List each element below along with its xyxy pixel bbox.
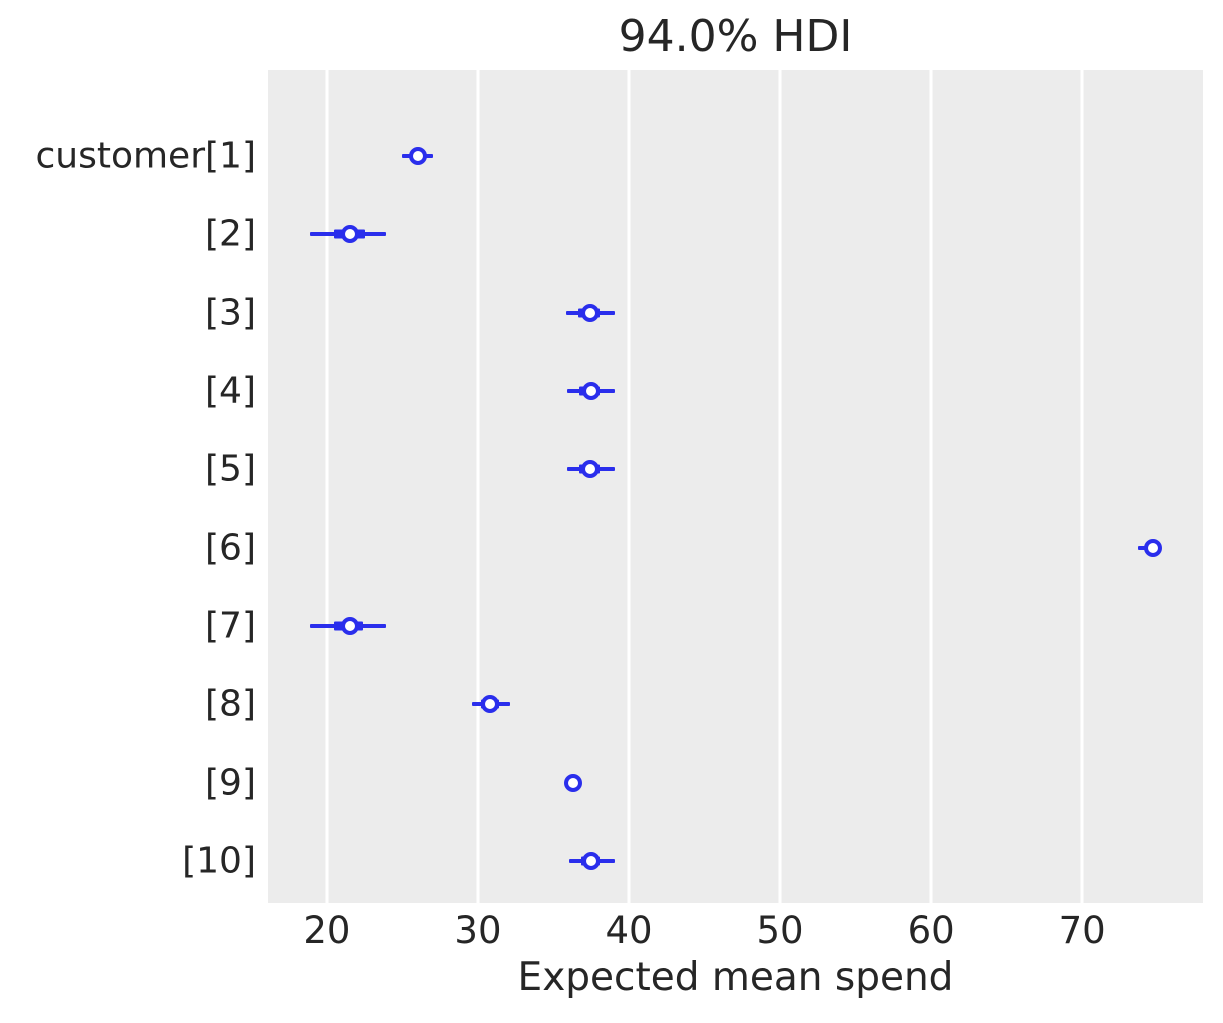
y-tick-label-8: [8] xyxy=(205,683,256,725)
median-point-marker-4 xyxy=(582,381,601,400)
median-point-marker-10 xyxy=(582,851,601,870)
chart-title: 94.0% HDI xyxy=(618,11,853,62)
x-axis-tick-labels: 20 30 40 50 60 70 xyxy=(268,908,1203,954)
y-tick-label-6: [6] xyxy=(205,527,256,569)
y-tick-label-2: [2] xyxy=(205,213,256,255)
y-tick-label-1: customer[1] xyxy=(35,135,256,177)
median-point-marker-8 xyxy=(481,695,500,714)
x-tick-label-50: 50 xyxy=(756,909,804,952)
median-point-marker-5 xyxy=(580,460,599,479)
x-tick-label-40: 40 xyxy=(605,909,653,952)
gridline-x-40 xyxy=(627,70,631,903)
y-tick-label-9: [9] xyxy=(205,762,256,804)
gridline-x-20 xyxy=(325,70,329,903)
median-point-marker-7 xyxy=(340,616,359,635)
x-tick-label-60: 60 xyxy=(907,909,955,952)
y-tick-label-3: [3] xyxy=(205,292,256,334)
x-tick-label-30: 30 xyxy=(454,909,502,952)
gridline-x-70 xyxy=(1080,70,1084,903)
plot-area xyxy=(268,70,1203,903)
x-tick-label-20: 20 xyxy=(303,909,351,952)
y-axis-tick-labels: customer[1] [2] [3] [4] [5] [6] [7] [8] [9] [10] xyxy=(0,70,256,903)
median-point-marker-1 xyxy=(408,147,427,165)
median-point-marker-3 xyxy=(580,303,599,322)
x-axis-label: Expected mean spend xyxy=(517,955,954,1000)
y-tick-label-5: [5] xyxy=(205,448,256,490)
y-tick-label-7: [7] xyxy=(205,605,256,647)
y-tick-label-4: [4] xyxy=(205,370,256,412)
gridline-x-60 xyxy=(929,70,933,903)
median-point-marker-6 xyxy=(1144,538,1163,557)
median-point-marker-2 xyxy=(340,225,359,244)
gridline-x-30 xyxy=(476,70,480,903)
gridline-x-50 xyxy=(778,70,782,903)
median-point-marker-9 xyxy=(564,773,583,792)
y-tick-label-10: [10] xyxy=(182,840,256,882)
x-tick-label-70: 70 xyxy=(1058,909,1106,952)
